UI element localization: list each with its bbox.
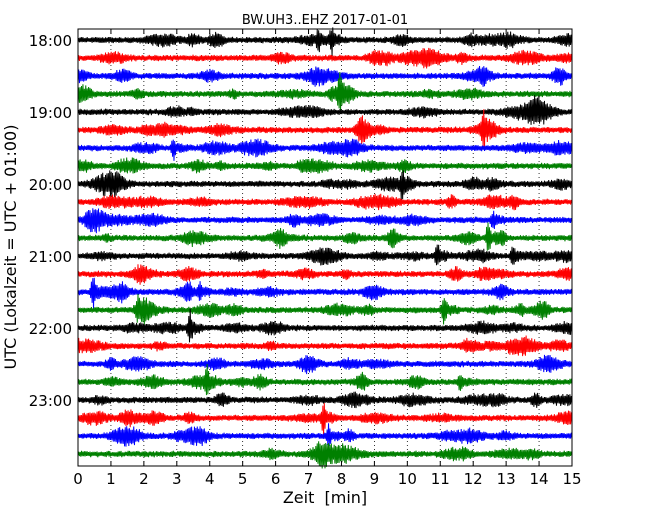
trace-2115 <box>77 264 573 285</box>
trace-2200 <box>77 308 573 343</box>
trace-2315 <box>77 402 573 437</box>
trace-2015 <box>77 193 573 211</box>
y-tick-label: 20:00 <box>29 176 72 194</box>
trace-2330 <box>77 423 573 447</box>
x-tick-label: 5 <box>238 470 248 488</box>
y-axis-label: UTC (Lokalzeit = UTC + 01:00) <box>1 125 20 370</box>
trace-2030 <box>77 208 573 234</box>
y-tick-label: 23:00 <box>29 392 72 410</box>
chart-title: BW.UH3..EHZ 2017-01-01 <box>242 13 408 28</box>
x-tick-label: 13 <box>497 470 516 488</box>
trace-2100 <box>77 244 573 266</box>
x-tick-label: 3 <box>172 470 182 488</box>
x-tick-label: 4 <box>205 470 215 488</box>
x-tick-label: 6 <box>271 470 281 488</box>
x-tick-label: 11 <box>431 470 450 488</box>
trace-2230 <box>77 354 573 375</box>
x-axis-label: Zeit [min] <box>283 488 367 507</box>
trace-1815 <box>77 47 573 69</box>
trace-1930 <box>77 138 573 161</box>
trace-2000 <box>77 170 573 201</box>
x-tick-label: 9 <box>370 470 380 488</box>
trace-1915 <box>77 109 573 148</box>
trace-1900 <box>77 95 573 125</box>
x-axis-ticks: 0 1 2 3 4 5 6 7 8 9 10 11 12 13 14 15 <box>73 29 582 488</box>
y-tick-label: 19:00 <box>29 104 72 122</box>
plot-frame <box>77 28 573 467</box>
trace-1945 <box>77 157 573 174</box>
x-tick-label: 8 <box>337 470 347 488</box>
x-tick-label: 2 <box>139 470 149 488</box>
trace-2145 <box>77 293 573 325</box>
x-tick-label: 0 <box>73 470 83 488</box>
trace-2345 <box>77 441 573 469</box>
y-tick-label: 21:00 <box>29 248 72 266</box>
trace-1845 <box>77 72 573 114</box>
trace-1830 <box>77 66 573 87</box>
x-tick-label: 15 <box>562 470 581 488</box>
x-tick-label: 1 <box>106 470 116 488</box>
x-tick-label: 7 <box>304 470 314 488</box>
trace-2215 <box>77 335 573 357</box>
trace-2045 <box>77 222 573 251</box>
trace-2300 <box>77 391 573 409</box>
x-tick-label: 12 <box>464 470 483 488</box>
x-tick-label: 10 <box>398 470 417 488</box>
x-tick-label: 14 <box>530 470 549 488</box>
trace-group <box>77 27 573 469</box>
y-tick-label: 22:00 <box>29 320 72 338</box>
trace-2130 <box>77 277 573 309</box>
y-axis-ticks: 18:00 19:00 20:00 21:00 22:00 23:00 <box>29 32 572 410</box>
trace-2245 <box>77 363 573 396</box>
x-grid-lines <box>110 29 540 466</box>
y-tick-label: 18:00 <box>29 32 72 50</box>
trace-1800 <box>77 27 573 57</box>
